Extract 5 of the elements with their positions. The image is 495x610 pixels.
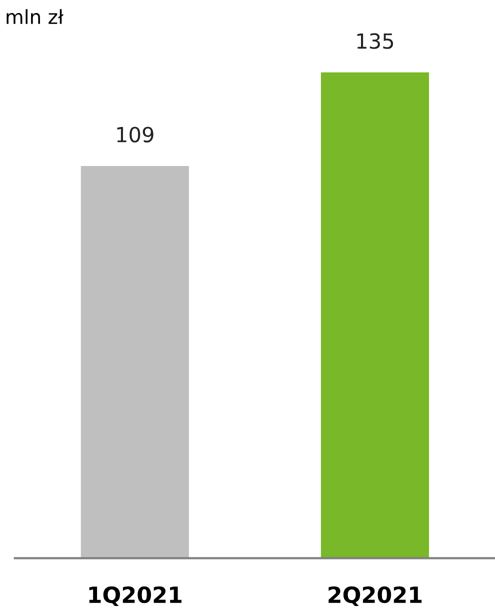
data-label: 109 [117,126,154,142]
x-tick-label: 1Q2021 [89,586,182,606]
x-tick-label: 2Q2021 [328,586,422,606]
data-label: 135 [357,33,394,49]
chart-title: mln zł [6,9,64,24]
